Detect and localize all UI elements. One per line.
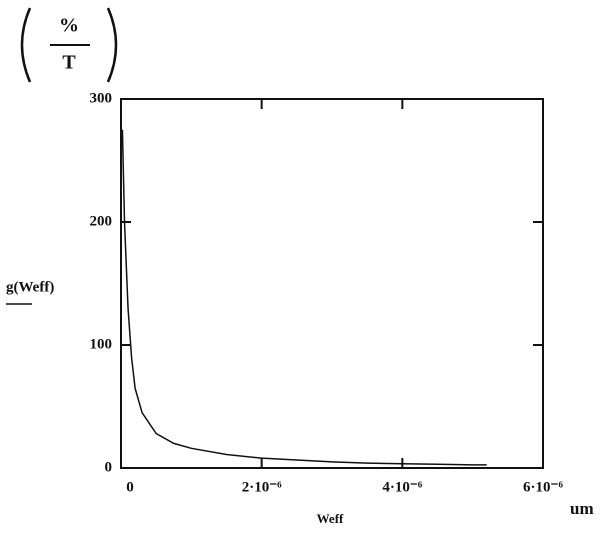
plot-frame (121, 99, 543, 468)
y-tick-label: 100 (90, 336, 113, 352)
y-axis-label: g(Weff) (6, 279, 54, 295)
x-tick-label: 4·10⁻⁶ (382, 479, 422, 495)
paren-left (22, 8, 30, 82)
y-tick-label: 300 (90, 90, 113, 106)
y-tick-label: 200 (90, 213, 113, 229)
x-tick-label: 6·10⁻⁶ (523, 479, 563, 495)
x-tick-label: 0 (126, 479, 134, 495)
x-axis-label: Weff (317, 511, 344, 526)
y-tick-label: 0 (105, 459, 113, 475)
y-unit-denominator: T (62, 52, 76, 74)
chart: % T g(Weff) Weff um 0 100 200 300 0 2·10⁻⁶ 4·1… (0, 0, 604, 534)
y-unit-numerator: % (59, 15, 79, 37)
data-line (122, 130, 486, 465)
paren-right (108, 8, 116, 82)
x-unit: um (570, 499, 594, 518)
x-tick-label: 2·10⁻⁶ (242, 479, 282, 495)
